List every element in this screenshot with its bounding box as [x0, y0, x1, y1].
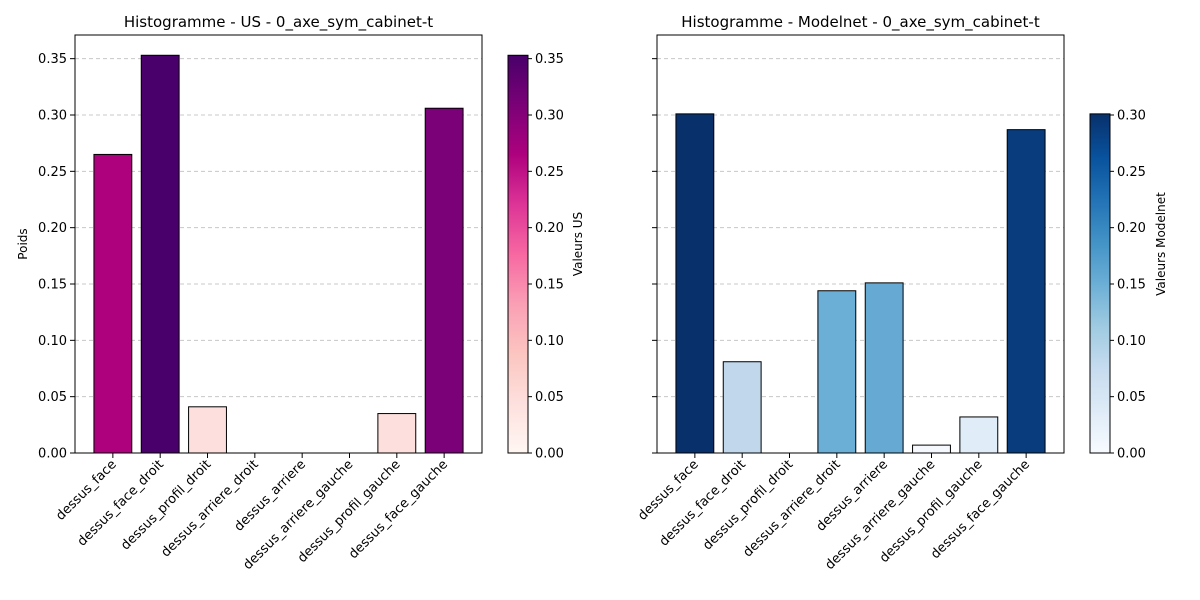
colorbar-label-modelnet: Valeurs Modelnet [1154, 192, 1168, 296]
plot-area-modelnet: dessus_facedessus_face_droitdessus_profi… [635, 34, 1065, 573]
colorbar-us: 0.00 0.05 0.10 0.15 0.20 0.25 0.30 0.35 [507, 52, 564, 462]
bar-dessus-face-droit [140, 54, 180, 454]
y-tick-label: 0.20 [38, 221, 67, 236]
colorbar-fill [1089, 113, 1111, 454]
colorbar-tick-label: 0.00 [535, 447, 564, 462]
colorbar-tick-label: 0.35 [535, 52, 564, 67]
y-tick-label: 0.15 [38, 277, 67, 292]
panel-modelnet: Histogramme - Modelnet - 0_axe_sym_cabin… [635, 13, 1168, 573]
bar-dessus-profil-gauche [377, 413, 417, 454]
bar-dessus-profil-gauche [959, 416, 999, 454]
bar-dessus-face [675, 113, 715, 454]
y-tick-label: 0.35 [38, 52, 67, 67]
colorbar-tick-label: 0.30 [535, 108, 564, 123]
colorbar-label-us: Valeurs US [571, 212, 585, 276]
bar-dessus-face [93, 153, 133, 454]
bar-dessus-arriere-droit [817, 290, 857, 454]
axes-frame [656, 34, 1065, 454]
bar-dessus-face-gauche [424, 107, 464, 454]
x-tick-label: dessus_face_droit [657, 457, 749, 549]
colorbar-tick-label: 0.00 [1117, 447, 1146, 462]
axes-frame [74, 34, 483, 454]
y-tick-label: 0.10 [38, 334, 67, 349]
panel-us: Histogramme - US - 0_axe_sym_cabinet-t P… [16, 13, 585, 573]
colorbar-tick-label: 0.10 [1117, 334, 1146, 349]
x-tick-label: dessus_face_droit [75, 457, 167, 549]
colorbar-tick-label: 0.20 [1117, 221, 1146, 236]
x-tick-label: dessus_face_gauche [928, 457, 1033, 562]
y-tick-label: 0.25 [38, 165, 67, 180]
bar-dessus-arriere [864, 282, 904, 454]
y-tick-label: 0.30 [38, 108, 67, 123]
bar-dessus-face-droit [722, 361, 762, 454]
colorbar-tick-label: 0.30 [1117, 108, 1146, 123]
y-axis-label-us: Poids [16, 228, 30, 259]
plot-area-us: 0.00 0.05 0.10 0.15 0.20 0.25 0.30 0.35 dessus_f… [38, 34, 483, 573]
colorbar-tick-label: 0.05 [1117, 390, 1146, 405]
colorbar-modelnet: 0.00 0.05 0.10 0.15 0.20 0.25 0.30 [1089, 108, 1146, 462]
colorbar-tick-label: 0.25 [535, 165, 564, 180]
bar-dessus-arriere-gauche [912, 444, 951, 454]
colorbar-tick-label: 0.25 [1117, 165, 1146, 180]
x-tick-label: dessus_profil_droit [700, 457, 796, 553]
y-tick-label: 0.00 [38, 447, 67, 462]
bar-dessus-profil-droit [188, 406, 227, 454]
x-tick-label: dessus_profil_droit [118, 457, 214, 553]
y-tick-label: 0.05 [38, 390, 67, 405]
chart-title-modelnet: Histogramme - Modelnet - 0_axe_sym_cabin… [681, 13, 1040, 32]
bar-dessus-face-gauche [1006, 129, 1046, 454]
chart-title-us: Histogramme - US - 0_axe_sym_cabinet-t [124, 13, 433, 32]
x-tick-label: dessus_face_gauche [346, 457, 451, 562]
colorbar-tick-label: 0.10 [535, 334, 564, 349]
colorbar-tick-label: 0.15 [1117, 277, 1146, 292]
colorbar-fill [507, 54, 529, 454]
colorbar-tick-label: 0.15 [535, 277, 564, 292]
colorbar-tick-label: 0.05 [535, 390, 564, 405]
colorbar-tick-label: 0.20 [535, 221, 564, 236]
